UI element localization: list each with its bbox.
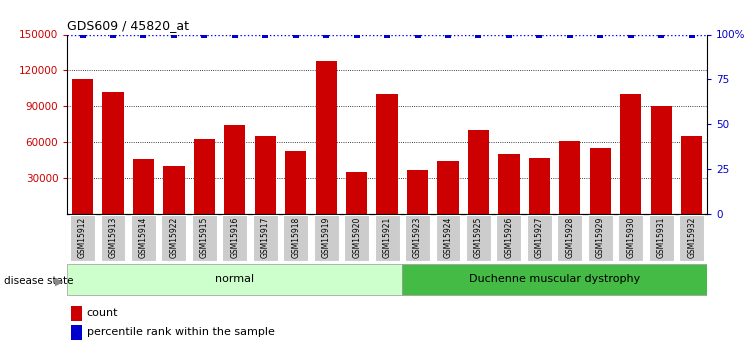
Point	[76, 32, 88, 37]
Text: GSM15922: GSM15922	[169, 216, 179, 258]
Bar	[131, 215, 156, 261]
Text: GSM15912: GSM15912	[78, 216, 87, 258]
Bar	[70, 306, 82, 321]
Point	[442, 32, 454, 37]
Bar	[224, 125, 245, 214]
Bar	[588, 215, 613, 261]
Text: GSM15928: GSM15928	[565, 216, 574, 258]
Bar	[67, 264, 402, 295]
Text: GSM15923: GSM15923	[413, 216, 422, 258]
Bar	[100, 215, 126, 261]
Text: GSM15920: GSM15920	[352, 216, 361, 258]
Text: GSM15915: GSM15915	[200, 216, 209, 258]
Bar	[70, 325, 82, 339]
Text: normal: normal	[215, 275, 254, 284]
Text: GSM15930: GSM15930	[626, 216, 635, 258]
Point	[381, 32, 393, 37]
Text: GSM15925: GSM15925	[474, 216, 483, 258]
Text: Duchenne muscular dystrophy: Duchenne muscular dystrophy	[469, 275, 640, 284]
Bar	[438, 161, 459, 214]
Bar	[162, 215, 186, 261]
Point	[320, 32, 332, 37]
Point	[655, 32, 667, 37]
Bar	[466, 215, 491, 261]
Text: GSM15913: GSM15913	[108, 216, 117, 258]
Bar	[560, 141, 580, 214]
Bar	[557, 215, 582, 261]
Point	[564, 32, 576, 37]
Bar	[619, 215, 643, 261]
Text: GSM15931: GSM15931	[657, 216, 666, 258]
Text: count: count	[87, 308, 118, 318]
Text: ▶: ▶	[55, 276, 63, 286]
Point	[351, 32, 363, 37]
Bar	[649, 215, 674, 261]
Point	[686, 32, 698, 37]
Bar	[405, 215, 430, 261]
Point	[473, 32, 485, 37]
Bar	[375, 215, 399, 261]
Bar	[72, 79, 94, 214]
Point	[198, 32, 210, 37]
Bar	[468, 130, 489, 214]
Bar	[497, 215, 521, 261]
Text: GSM15926: GSM15926	[504, 216, 513, 258]
Text: GSM15917: GSM15917	[261, 216, 270, 258]
Bar	[407, 170, 428, 214]
Point	[138, 32, 150, 37]
Bar	[620, 94, 641, 214]
Text: GSM15924: GSM15924	[444, 216, 453, 258]
Bar	[376, 94, 398, 214]
Bar	[254, 136, 276, 214]
Bar	[679, 215, 704, 261]
Text: GSM15932: GSM15932	[687, 216, 696, 258]
Bar	[194, 139, 215, 214]
Bar	[651, 106, 672, 214]
Point	[168, 32, 180, 37]
Point	[533, 32, 545, 37]
Text: percentile rank within the sample: percentile rank within the sample	[87, 327, 275, 337]
Bar	[133, 159, 154, 214]
Point	[107, 32, 119, 37]
Text: GDS609 / 45820_at: GDS609 / 45820_at	[67, 19, 189, 32]
Text: GSM15927: GSM15927	[535, 216, 544, 258]
Point	[411, 32, 423, 37]
Point	[229, 32, 241, 37]
Bar	[589, 148, 611, 214]
Text: disease state: disease state	[4, 276, 73, 286]
Bar	[313, 215, 339, 261]
Text: GSM15919: GSM15919	[322, 216, 331, 258]
Text: GSM15918: GSM15918	[291, 216, 300, 258]
Bar	[402, 264, 707, 295]
Bar	[253, 215, 278, 261]
Bar	[222, 215, 248, 261]
Bar	[498, 154, 520, 214]
Bar	[527, 215, 552, 261]
Bar	[163, 166, 185, 214]
Point	[289, 32, 301, 37]
Point	[503, 32, 515, 37]
Point	[260, 32, 272, 37]
Bar	[316, 61, 337, 214]
Bar	[435, 215, 461, 261]
Text: GSM15914: GSM15914	[139, 216, 148, 258]
Bar	[681, 136, 702, 214]
Bar	[285, 150, 307, 214]
Bar	[102, 92, 123, 214]
Bar	[529, 158, 550, 214]
Point	[625, 32, 637, 37]
Bar	[70, 215, 95, 261]
Bar	[344, 215, 369, 261]
Text: GSM15921: GSM15921	[382, 216, 392, 258]
Text: GSM15916: GSM15916	[230, 216, 239, 258]
Bar	[346, 172, 367, 214]
Text: GSM15929: GSM15929	[595, 216, 605, 258]
Point	[594, 32, 606, 37]
Bar	[283, 215, 308, 261]
Bar	[192, 215, 217, 261]
